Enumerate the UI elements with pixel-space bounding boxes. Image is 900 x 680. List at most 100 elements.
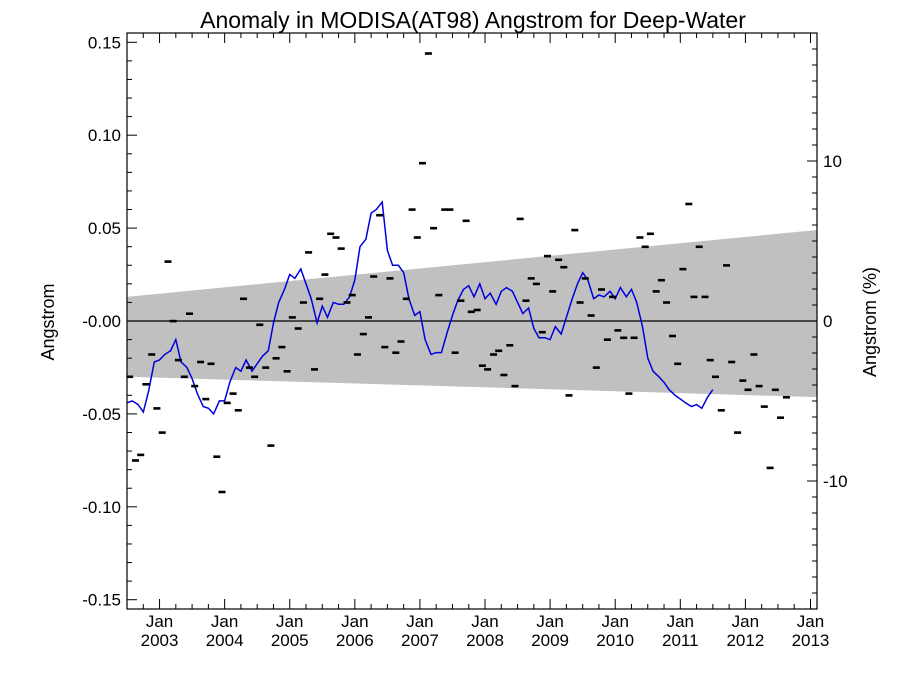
- x-tick-label-month: Jan: [211, 612, 238, 631]
- monthly-point: [614, 329, 622, 332]
- monthly-point: [457, 299, 465, 302]
- monthly-point: [630, 336, 638, 340]
- monthly-point: [142, 383, 150, 386]
- monthly-point: [495, 349, 503, 353]
- monthly-point: [603, 338, 611, 341]
- monthly-point: [251, 375, 259, 379]
- monthly-point: [376, 213, 384, 217]
- monthly-point: [321, 273, 329, 276]
- chart-title: Anomaly in MODISA(AT98) Angstrom for Dee…: [200, 7, 746, 33]
- monthly-point: [305, 251, 313, 254]
- monthly-point: [132, 459, 139, 462]
- monthly-point: [462, 219, 470, 223]
- monthly-point: [766, 466, 774, 470]
- x-tick-label-year: 2011: [662, 631, 699, 650]
- monthly-point: [311, 368, 318, 371]
- x-tick-label-year: 2004: [206, 631, 244, 650]
- monthly-point: [701, 295, 709, 299]
- monthly-point: [223, 401, 231, 405]
- monthly-point: [419, 161, 426, 165]
- x-tick-label-month: Jan: [146, 612, 173, 631]
- monthly-point: [174, 358, 182, 362]
- x-tick-label-year: 2012: [726, 631, 764, 650]
- monthly-point: [636, 236, 644, 239]
- monthly-point: [267, 444, 275, 447]
- uncertainty-band: [127, 229, 817, 398]
- monthly-point: [370, 275, 378, 278]
- monthly-point: [316, 297, 324, 301]
- monthly-point: [153, 407, 161, 410]
- monthly-point: [500, 373, 508, 377]
- monthly-point: [744, 388, 752, 392]
- monthly-point: [506, 344, 514, 347]
- monthly-point: [571, 228, 579, 232]
- monthly-point: [669, 334, 676, 338]
- monthly-point: [712, 375, 719, 379]
- monthly-point: [598, 288, 605, 291]
- monthly-point: [484, 368, 492, 371]
- monthly-point: [549, 290, 557, 293]
- y-tick-label: 0.05: [88, 219, 121, 238]
- x-tick-label-year: 2006: [336, 631, 374, 650]
- monthly-point: [799, 0, 806, 3]
- monthly-point: [511, 384, 519, 388]
- monthly-point: [609, 295, 617, 299]
- monthly-point: [646, 232, 654, 236]
- x-tick-label-year: 2009: [531, 631, 569, 650]
- monthly-point: [435, 293, 443, 297]
- y-tick-label: -0.15: [82, 591, 121, 610]
- monthly-point: [348, 293, 356, 297]
- monthly-point: [164, 260, 172, 263]
- y-right-tick-label: 10: [823, 152, 842, 171]
- x-tick-label-year: 2003: [141, 631, 179, 650]
- monthly-point: [337, 247, 345, 250]
- monthly-point: [169, 319, 177, 323]
- monthly-point: [278, 345, 286, 349]
- y-tick-label: 0.15: [88, 33, 121, 52]
- monthly-point: [532, 282, 540, 286]
- monthly-point: [674, 362, 682, 366]
- monthly-point: [294, 327, 302, 330]
- monthly-point: [158, 431, 166, 434]
- monthly-point: [576, 301, 584, 304]
- plot-layer: [127, 0, 823, 494]
- monthly-point: [413, 236, 421, 239]
- monthly-point: [353, 353, 361, 356]
- monthly-point: [245, 366, 253, 369]
- x-tick-label-year: 2010: [596, 631, 634, 650]
- monthly-point: [386, 277, 394, 280]
- monthly-point: [490, 353, 497, 356]
- monthly-point: [544, 254, 551, 258]
- monthly-point: [272, 357, 280, 360]
- monthly-point: [652, 290, 660, 293]
- monthly-point: [527, 277, 535, 280]
- x-tick-label-month: Jan: [797, 612, 824, 631]
- monthly-point: [522, 299, 530, 302]
- y-tick-label: -0.05: [82, 405, 121, 424]
- monthly-point: [565, 394, 573, 397]
- monthly-point: [816, 0, 823, 3]
- monthly-point: [202, 397, 210, 401]
- monthly-point: [750, 353, 758, 356]
- monthly-point: [299, 301, 307, 304]
- monthly-point: [793, 0, 800, 3]
- monthly-point: [288, 316, 296, 319]
- monthly-point: [560, 265, 568, 269]
- monthly-point: [467, 310, 475, 314]
- monthly-point: [234, 409, 242, 412]
- y-right-tick-label: -10: [823, 472, 848, 491]
- y-tick-label: 0.10: [88, 126, 121, 145]
- monthly-point: [451, 351, 459, 354]
- y-tick-label: -0.00: [82, 312, 121, 331]
- monthly-point: [392, 351, 400, 354]
- monthly-point: [620, 336, 628, 340]
- monthly-point: [441, 208, 449, 211]
- monthly-point: [327, 232, 335, 236]
- monthly-point: [343, 301, 351, 304]
- monthly-point: [424, 52, 432, 55]
- monthly-point: [180, 375, 188, 379]
- monthly-point: [804, 0, 811, 3]
- monthly-point: [587, 314, 595, 317]
- monthly-point: [723, 264, 730, 267]
